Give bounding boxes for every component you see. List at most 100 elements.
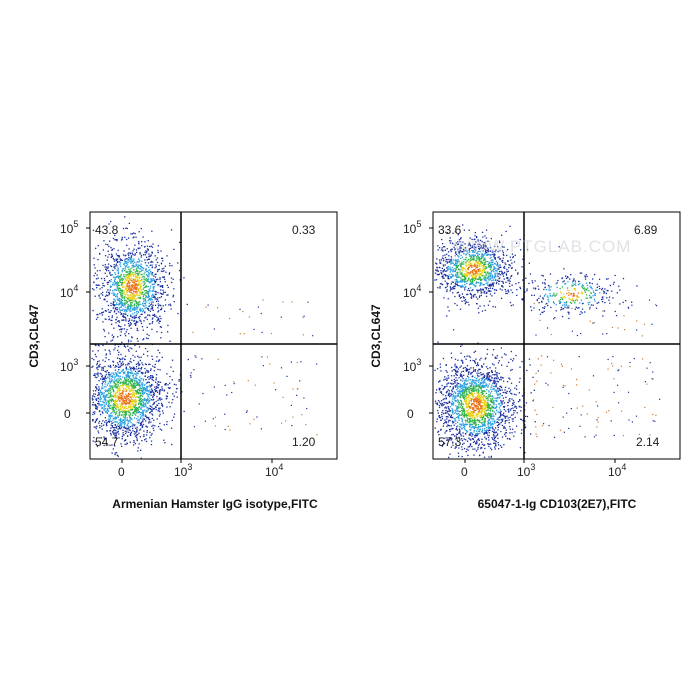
event-dot	[138, 411, 140, 413]
event-dot	[114, 395, 116, 397]
event-dot	[141, 289, 143, 291]
event-dot	[117, 375, 119, 377]
event-dot	[127, 394, 130, 396]
event-dot	[128, 405, 130, 407]
event-dot	[487, 276, 489, 278]
event-dot	[140, 417, 142, 419]
event-dot	[122, 398, 124, 400]
event-dot	[114, 310, 116, 312]
event-dot	[116, 410, 118, 413]
event-dot	[136, 280, 138, 282]
event-dot	[446, 385, 448, 387]
event-dot	[120, 363, 122, 365]
event-dot	[143, 386, 145, 389]
event-dot	[484, 258, 486, 261]
event-dot	[479, 305, 481, 307]
event-dot	[136, 368, 138, 370]
event-dot	[161, 389, 163, 391]
event-dot	[231, 391, 233, 394]
event-dot	[502, 253, 504, 256]
event-dot	[466, 260, 468, 262]
event-dot	[138, 282, 140, 284]
event-dot	[116, 396, 119, 398]
event-dot	[465, 286, 467, 288]
event-dot	[122, 429, 124, 431]
event-dot	[124, 417, 126, 419]
event-dot	[151, 417, 153, 420]
event-dot	[165, 304, 167, 306]
event-dot	[146, 296, 149, 298]
event-dot	[441, 238, 443, 241]
event-dot	[485, 295, 488, 297]
event-dot	[140, 227, 142, 230]
event-dot	[463, 409, 465, 412]
event-dot	[503, 265, 506, 268]
event-dot	[134, 244, 136, 246]
event-dot	[108, 392, 110, 394]
event-dot	[503, 246, 505, 248]
event-dot	[98, 284, 100, 286]
event-dot	[144, 389, 147, 391]
event-dot	[107, 376, 109, 379]
event-dot	[119, 377, 121, 380]
event-dot	[105, 402, 108, 404]
event-dot	[112, 407, 114, 409]
event-dot	[489, 265, 491, 267]
event-dot	[162, 289, 164, 291]
event-dot	[106, 407, 108, 410]
event-dot	[484, 235, 486, 237]
event-dot	[121, 297, 123, 299]
event-dot	[494, 262, 496, 264]
event-dot	[492, 263, 494, 266]
event-dot	[124, 216, 126, 218]
event-dot	[131, 414, 134, 416]
event-dot	[129, 389, 131, 392]
event-dot	[151, 355, 153, 357]
event-dot	[140, 408, 142, 410]
event-dot	[124, 255, 126, 257]
event-dot	[114, 380, 117, 382]
event-dot	[152, 365, 154, 367]
event-dot	[139, 384, 141, 386]
event-dot	[142, 388, 144, 390]
event-dot	[481, 261, 483, 263]
event-dot	[485, 276, 487, 279]
event-dot	[143, 409, 145, 411]
event-dot	[155, 315, 157, 317]
event-dot	[469, 438, 471, 440]
event-dot	[130, 298, 132, 300]
event-dot	[133, 308, 136, 311]
event-dot	[462, 377, 464, 380]
event-dot	[108, 349, 110, 351]
event-dot	[441, 267, 443, 269]
event-dot	[115, 276, 117, 278]
event-dot	[132, 298, 134, 300]
event-dot	[102, 282, 104, 284]
event-dot	[471, 289, 473, 292]
event-dot	[491, 390, 493, 393]
event-dot	[102, 401, 105, 403]
event-dot	[109, 364, 112, 367]
event-dot	[488, 261, 491, 264]
event-dot	[151, 230, 153, 232]
event-dot	[467, 369, 469, 371]
event-dot	[131, 383, 133, 385]
event-dot	[483, 408, 485, 410]
event-dot	[300, 361, 302, 363]
event-dot	[462, 370, 464, 372]
event-dot	[127, 276, 129, 279]
event-dot	[136, 384, 139, 386]
event-dot	[133, 236, 135, 238]
event-dot	[124, 294, 127, 296]
event-dot	[112, 431, 114, 434]
event-dot	[496, 272, 498, 274]
event-dot	[125, 318, 127, 320]
event-dot	[507, 248, 509, 251]
event-dot	[111, 319, 113, 322]
event-dot	[460, 244, 462, 246]
event-dot	[471, 390, 473, 392]
event-dot	[148, 266, 150, 268]
event-dot	[460, 272, 463, 274]
event-dot	[440, 391, 443, 393]
event-dot	[477, 362, 479, 364]
